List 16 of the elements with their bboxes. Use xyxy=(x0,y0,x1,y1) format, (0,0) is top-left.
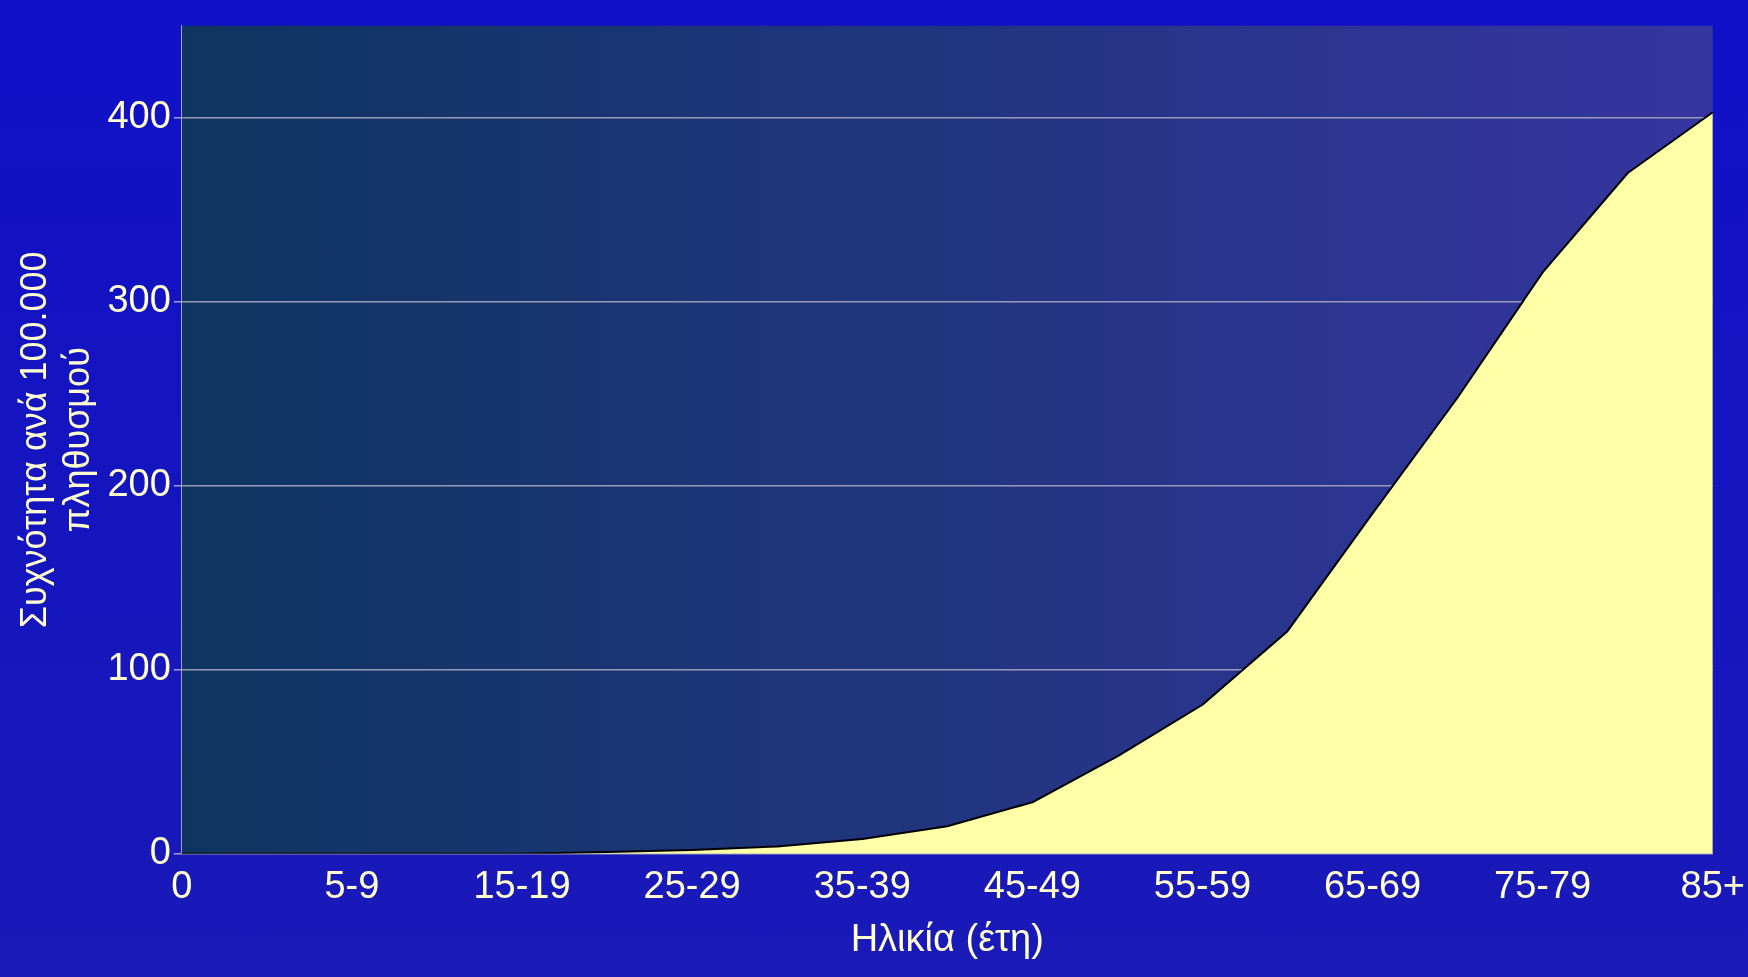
x-tick-label: 25-29 xyxy=(643,864,741,907)
x-tick-label: 85+ xyxy=(1680,864,1745,907)
y-tick-label: 0 xyxy=(149,830,171,873)
x-tick-label: 75-79 xyxy=(1494,864,1592,907)
x-axis-title: Ηλικία (έτη) xyxy=(850,916,1044,959)
y-tick-label: 300 xyxy=(107,278,171,321)
x-tick-label: 5-9 xyxy=(324,864,380,907)
x-tick-label: 35-39 xyxy=(813,864,911,907)
x-tick-label: 65-69 xyxy=(1323,864,1422,907)
y-tick-label: 200 xyxy=(107,462,171,505)
y-axis-title: Συχνότητα ανά 100.000 πληθυσμού xyxy=(12,251,97,629)
y-tick-label: 100 xyxy=(107,646,171,689)
x-tick-label: 55-59 xyxy=(1153,864,1252,907)
y-tick-label: 400 xyxy=(107,94,171,137)
x-tick-label: 15-19 xyxy=(473,864,571,907)
x-tick-label: 45-49 xyxy=(983,864,1081,907)
